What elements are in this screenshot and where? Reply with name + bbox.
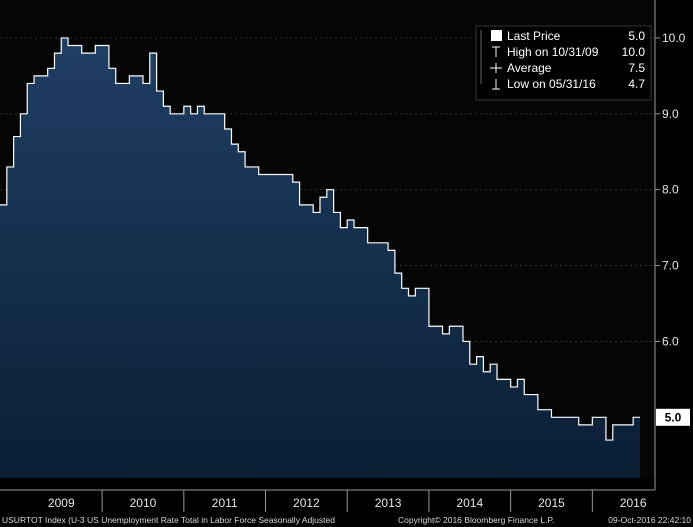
legend-value: 5.0 xyxy=(628,29,645,43)
legend-entry: Low on 05/31/16 4.7 xyxy=(480,77,645,91)
legend-marker-filled-square xyxy=(491,30,502,41)
y-tick-label: 6.0 xyxy=(662,334,679,348)
legend-value: 4.7 xyxy=(628,77,645,91)
x-tick-label: 2010 xyxy=(130,496,157,510)
x-tick-label: 2012 xyxy=(293,496,320,510)
y-axis: 10.0 9.0 8.0 7.0 6.0 xyxy=(655,31,686,348)
series-line xyxy=(0,37,640,441)
legend-marker-inverted-t xyxy=(492,79,500,90)
legend-label: Last Price xyxy=(507,29,561,43)
legend-entry: Last Price 5.0 xyxy=(480,29,645,46)
legend-label: Average xyxy=(507,61,552,75)
x-tick-label: 2013 xyxy=(375,496,402,510)
x-tick-label: 2015 xyxy=(538,496,565,510)
legend-value: 7.5 xyxy=(628,61,645,75)
footer-timestamp: 09-Oct-2016 22:42:10 xyxy=(608,515,691,525)
y-tick-label: 10.0 xyxy=(662,31,686,45)
footer-index-description: USURTOT Index (U-3 US Unemployment Rate … xyxy=(2,515,335,525)
x-tick-label: 2014 xyxy=(456,496,483,510)
x-axis: 2009 2010 2011 2012 2013 2014 2015 2016 xyxy=(48,490,647,512)
legend-entry: Average 7.5 xyxy=(480,61,645,78)
bottom-band xyxy=(0,478,693,527)
legend-label: Low on 05/31/16 xyxy=(507,77,596,91)
last-value-badge: 5.0 xyxy=(656,408,690,426)
y-tick-label: 7.0 xyxy=(662,259,679,273)
legend-marker-t-bar xyxy=(492,46,500,57)
legend-value: 10.0 xyxy=(622,45,646,59)
legend-label: High on 10/31/09 xyxy=(507,45,599,59)
last-value-badge-text: 5.0 xyxy=(665,410,682,424)
legend-entry: High on 10/31/09 10.0 xyxy=(480,45,646,62)
x-tick-label: 2009 xyxy=(48,496,75,510)
legend-box xyxy=(475,25,652,101)
y-tick-label: 9.0 xyxy=(662,107,679,121)
last-value-badge-box xyxy=(656,408,690,426)
legend-marker-dot-line xyxy=(490,63,502,73)
x-tick-label: 2011 xyxy=(212,496,238,510)
footer-copyright: Copyright© 2016 Bloomberg Finance L.P. xyxy=(398,515,554,525)
legend: Last Price 5.0 High on 10/31/09 10.0 Average… xyxy=(475,25,652,101)
x-tick-label: 2016 xyxy=(620,496,647,510)
y-tick-label: 8.0 xyxy=(662,183,679,197)
series-area xyxy=(0,37,640,478)
